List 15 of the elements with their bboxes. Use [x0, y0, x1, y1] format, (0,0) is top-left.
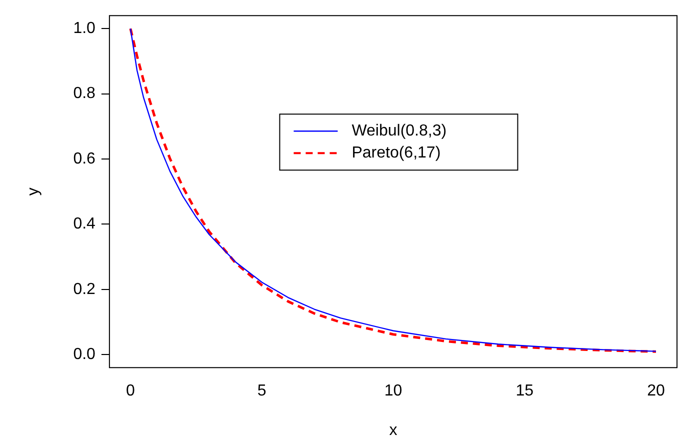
legend-label: Weibul(0.8,3): [352, 122, 447, 140]
x-axis-title: x: [389, 422, 398, 439]
y-tick-label: 1.0: [73, 20, 96, 38]
y-tick-label: 0.6: [73, 150, 96, 168]
x-tick-label: 20: [647, 382, 665, 400]
legend-label: Pareto(6,17): [352, 144, 441, 162]
y-tick-label: 0.4: [73, 216, 96, 233]
x-tick-label: 10: [384, 382, 402, 400]
x-tick-label: 0: [126, 382, 136, 400]
y-tick-label: 0.8: [73, 85, 96, 102]
x-tick-label: 5: [257, 382, 266, 400]
y-tick-label: 0.2: [73, 280, 96, 298]
x-tick-label: 15: [516, 382, 534, 400]
y-tick-label: 0.0: [73, 346, 96, 363]
y-axis-title: y: [25, 188, 42, 196]
